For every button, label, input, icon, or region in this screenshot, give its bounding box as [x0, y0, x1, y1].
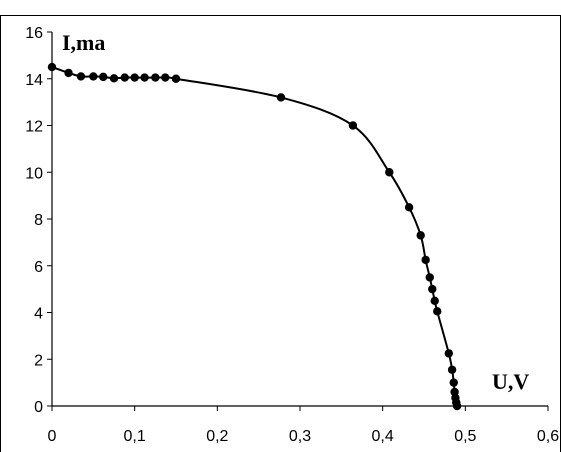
- y-tick-label: 4: [34, 306, 43, 323]
- y-tick-label: 14: [25, 72, 43, 89]
- data-point: [89, 72, 98, 81]
- data-point: [421, 255, 430, 265]
- data-point: [385, 168, 394, 177]
- x-tick-label: 0,4: [372, 428, 394, 445]
- y-axis-ticks: 0 2 4 6 8 10 12 14 16: [25, 25, 52, 416]
- x-tick-label: 0,2: [206, 428, 228, 445]
- y-axis-label: I,ma: [62, 30, 105, 55]
- y-tick-label: 16: [25, 25, 43, 42]
- x-tick-label: 0,1: [124, 428, 146, 445]
- data-point: [444, 349, 453, 358]
- data-point: [140, 73, 149, 82]
- y-tick-label: 8: [34, 212, 43, 229]
- y-tick-label: 6: [34, 259, 43, 276]
- data-point: [452, 401, 462, 411]
- x-axis-ticks: 0 0,1 0,2 0,3 0,4 0,5 0,6: [48, 406, 559, 445]
- data-point: [130, 73, 139, 82]
- data-point: [47, 62, 57, 72]
- y-tick-label: 2: [34, 352, 43, 369]
- data-point: [151, 73, 160, 82]
- data-point: [416, 231, 425, 240]
- data-point: [109, 74, 119, 83]
- data-points: [47, 62, 462, 411]
- x-tick-label: 0,3: [289, 428, 311, 445]
- data-point: [428, 284, 437, 294]
- y-tick-label: 0: [34, 399, 43, 416]
- data-point: [425, 273, 434, 282]
- data-point: [449, 378, 458, 387]
- data-point: [447, 365, 457, 374]
- y-tick-label: 12: [25, 119, 43, 136]
- data-point: [161, 73, 170, 82]
- x-tick-label: 0: [48, 428, 57, 445]
- x-axis-label: U,V: [492, 369, 529, 394]
- x-tick-label: 0,6: [537, 428, 559, 445]
- data-point: [348, 121, 358, 130]
- data-point: [433, 307, 442, 316]
- x-tick-label: 0,5: [454, 428, 476, 445]
- data-point: [430, 296, 439, 306]
- data-point: [99, 72, 108, 82]
- data-point: [120, 73, 129, 82]
- data-point: [64, 68, 73, 78]
- data-point: [404, 203, 414, 212]
- data-point: [276, 93, 286, 102]
- data-point: [171, 74, 181, 83]
- y-tick-label: 10: [25, 165, 43, 182]
- data-point: [76, 72, 86, 81]
